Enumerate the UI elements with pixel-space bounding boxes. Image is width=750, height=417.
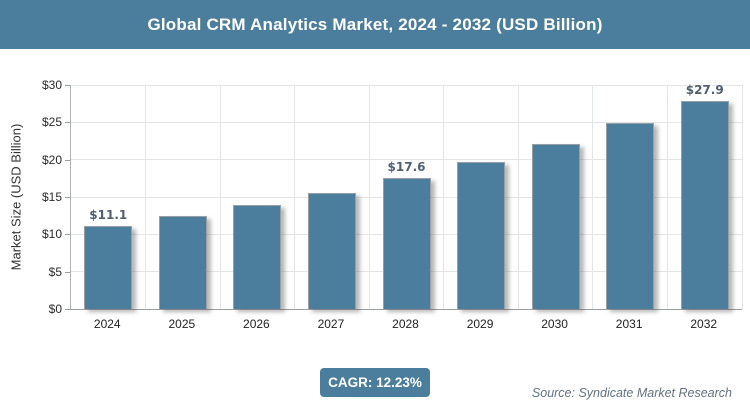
chart-area: Market Size (USD Billion) $11.1 $17.6 $27.… (0, 49, 750, 349)
bar-2028 (382, 177, 431, 309)
v-gridline (592, 85, 594, 309)
bar-2032 (680, 100, 729, 309)
v-gridline (666, 85, 668, 309)
v-gridline (741, 85, 743, 309)
x-tick-label: 2025 (168, 317, 196, 331)
x-tick-label: 2030 (541, 317, 568, 331)
chart-title: Global CRM Analytics Market, 2024 - 2032… (147, 14, 603, 34)
bar-2025 (158, 215, 207, 309)
y-tick-label: $10 (41, 227, 62, 242)
y-tick-mark (65, 271, 70, 273)
v-gridline (517, 85, 519, 309)
h-gridline (71, 121, 742, 123)
source-text: Source: Syndicate Market Research (531, 386, 732, 400)
bar-2030 (531, 144, 580, 309)
y-tick-label: $30 (41, 78, 62, 92)
bar-2029 (457, 161, 506, 309)
y-tick-mark (65, 85, 70, 86)
bar-2026 (233, 205, 282, 309)
y-tick-mark (65, 309, 70, 310)
x-tick-label: 2029 (466, 317, 494, 331)
y-tick-label: $15 (41, 190, 62, 204)
y-tick-label: $20 (41, 152, 62, 167)
cagr-badge: CAGR: 12.23% (320, 368, 430, 397)
bar-2031 (606, 123, 655, 309)
x-tick-label: 2026 (243, 317, 270, 331)
x-tick-label: 2024 (93, 317, 121, 331)
x-tick-label: 2027 (317, 317, 345, 331)
y-tick-label: $0 (48, 302, 62, 316)
y-tick-label: $25 (41, 115, 62, 130)
plot-area: $11.1 $17.6 $27.9 (70, 82, 743, 310)
h-gridline (71, 84, 742, 86)
bar-value-label: $17.6 (387, 159, 426, 174)
bar-value-label: $27.9 (685, 82, 724, 97)
x-tick-label: 2028 (392, 317, 419, 331)
v-gridline (219, 85, 221, 309)
bar-2027 (307, 192, 356, 309)
x-tick-label: 2032 (690, 317, 718, 331)
bar-2024 (84, 226, 133, 309)
y-tick-mark (65, 159, 70, 161)
y-tick-mark (65, 234, 70, 236)
h-gridline (71, 159, 742, 161)
x-tick-label: 2031 (615, 317, 643, 331)
bar-value-label: $11.1 (89, 208, 128, 223)
y-tick-mark (65, 122, 70, 124)
v-gridline (368, 85, 370, 309)
y-tick-mark (65, 197, 70, 198)
v-gridline (145, 85, 147, 309)
chart-title-bar: Global CRM Analytics Market, 2024 - 2032… (0, 0, 750, 49)
v-gridline (443, 85, 445, 309)
v-gridline (294, 85, 296, 309)
y-tick-label: $5 (48, 264, 62, 279)
